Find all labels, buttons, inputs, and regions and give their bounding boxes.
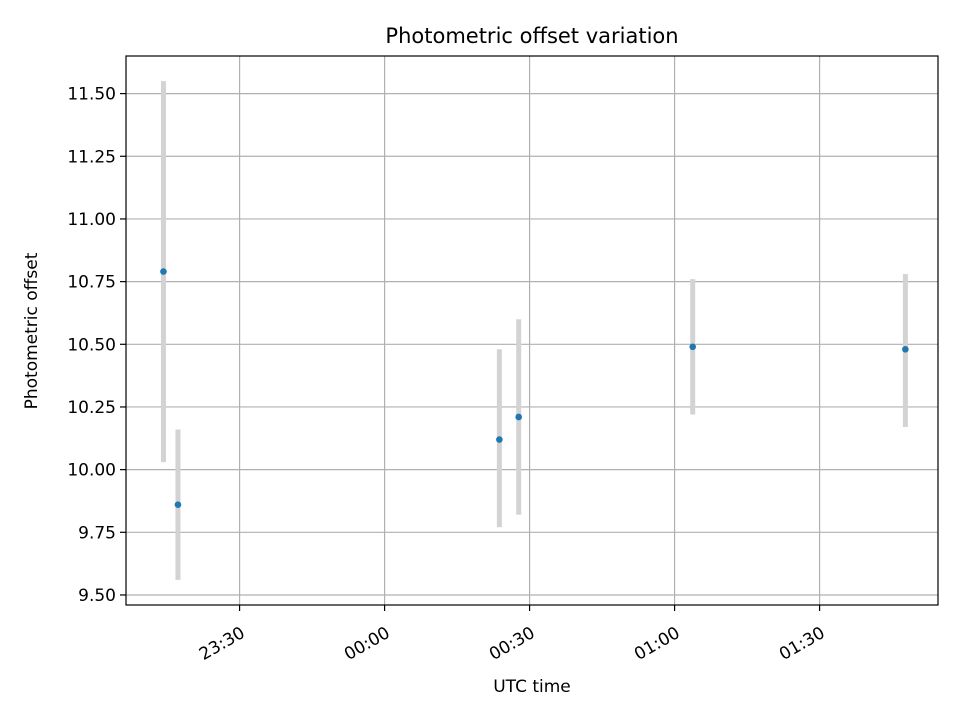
x-tick-label: 00:30 <box>486 623 538 665</box>
y-tick-label: 11.25 <box>67 147 116 167</box>
y-tick-label: 10.00 <box>67 461 116 481</box>
y-tick-label: 9.75 <box>78 523 116 543</box>
y-tick-label: 10.25 <box>67 398 116 418</box>
data-point <box>689 343 697 351</box>
y-axis-label: Photometric offset <box>22 252 42 409</box>
y-tick-label: 11.50 <box>67 85 116 105</box>
y-tick-label: 11.00 <box>67 210 116 230</box>
x-tick-label: 01:30 <box>776 623 828 665</box>
data-point <box>515 413 523 421</box>
x-axis-ticks: 23:30 00:00 00:30 01:00 01:30 <box>196 605 828 665</box>
grid-lines <box>126 56 938 605</box>
y-axis-ticks: 9.50 9.75 10.00 10.25 10.50 10.75 11.00 11.25 11… <box>67 85 126 606</box>
plot-area-frame <box>125 55 939 606</box>
x-axis-label: UTC time <box>493 677 571 697</box>
data-point <box>174 501 182 509</box>
chart-title: Photometric offset variation <box>385 24 678 48</box>
y-tick-label: 10.75 <box>67 273 116 293</box>
y-tick-label: 10.50 <box>67 335 116 355</box>
x-tick-label: 00:00 <box>341 623 393 665</box>
x-tick-label: 23:30 <box>196 623 248 665</box>
data-point <box>160 268 167 275</box>
y-tick-label: 9.50 <box>78 586 116 606</box>
x-tick-label: 01:00 <box>631 623 683 665</box>
data-point <box>496 436 503 443</box>
data-point <box>902 346 909 353</box>
data-points <box>160 268 909 509</box>
